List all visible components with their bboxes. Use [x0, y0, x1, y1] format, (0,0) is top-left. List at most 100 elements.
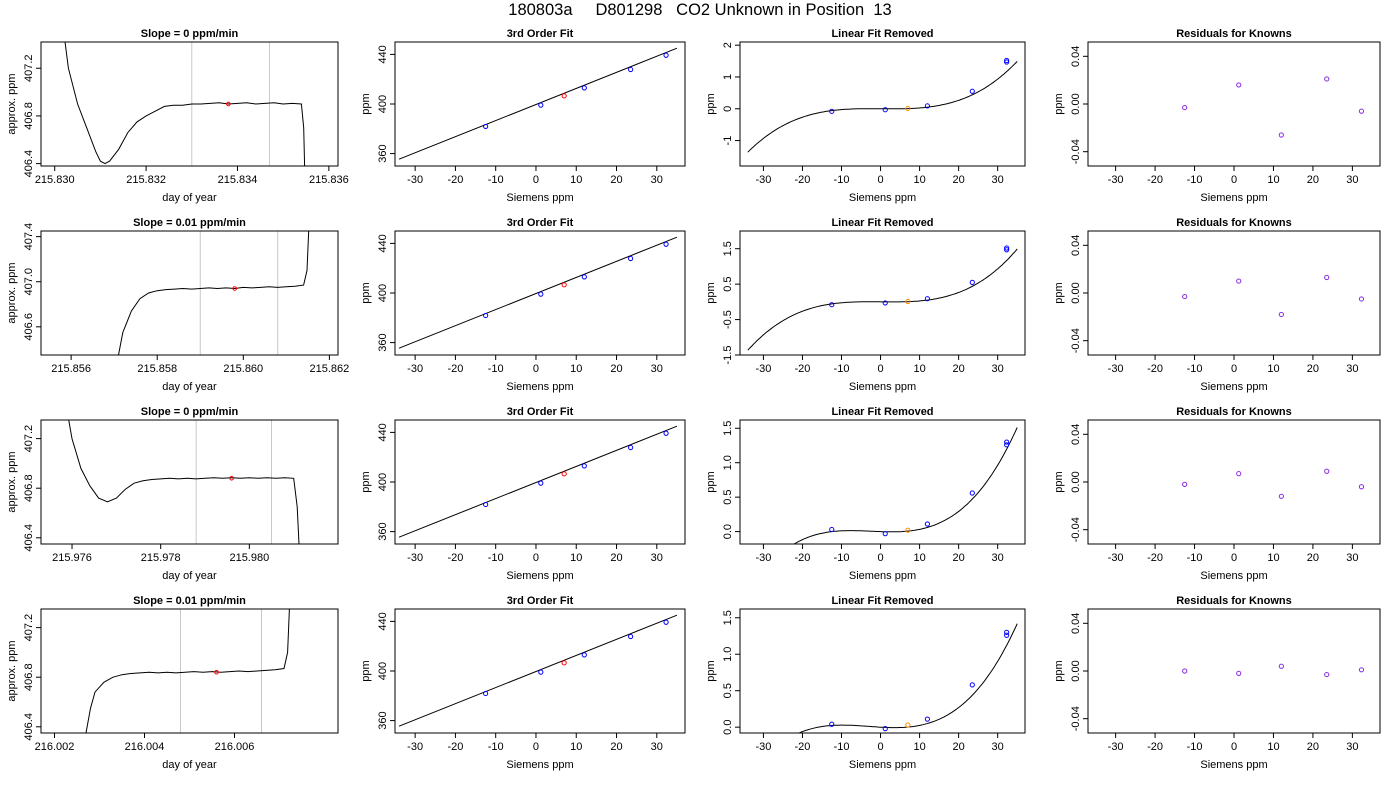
x-axis-label: Siemens ppm	[1200, 381, 1267, 393]
x-tick-label: 20	[953, 552, 965, 564]
known-point	[663, 619, 669, 625]
plot-frame	[1087, 419, 1381, 545]
y-axis-label: ppm	[1053, 471, 1065, 492]
known-point	[829, 526, 835, 533]
x-tick-label: 0	[877, 741, 883, 753]
x-tick-label: -30	[407, 363, 423, 375]
x-tick-label: -30	[1108, 363, 1124, 375]
panel-r1c3: Linear Fit Removed-30 -20 -10 0 10 20 30-1012S…	[705, 28, 1026, 204]
panel-title: Linear Fit Removed	[831, 217, 933, 229]
panel-r2c3: Linear Fit Removed -30 -20 -10 0 10 20 30 -1.5 -0…	[705, 217, 1026, 393]
plot-area	[398, 236, 678, 349]
panel-title: 3rd Order Fit	[507, 28, 574, 40]
y-tick-label: 1.0	[722, 647, 734, 662]
known-point	[581, 463, 587, 469]
y-tick-label: 1.5	[722, 241, 734, 256]
x-tick-label: 0	[1231, 552, 1237, 564]
plot-area	[793, 427, 1018, 544]
x-tick-label: 30	[1346, 363, 1358, 375]
plot-frame	[40, 419, 339, 545]
x-tick-label: 30	[1346, 174, 1358, 186]
x-axis-label: Siemens ppm	[849, 381, 916, 393]
x-tick-label: -20	[447, 363, 463, 375]
y-tick-label: 406.8	[23, 102, 35, 130]
plot-frame	[1087, 608, 1381, 734]
unknown-point	[561, 282, 567, 288]
plot-frame	[394, 608, 686, 734]
known-point	[663, 430, 669, 436]
x-tick-label: 10	[1267, 741, 1279, 753]
residual-point	[1324, 468, 1330, 474]
y-tick-label: 406.4	[23, 150, 35, 178]
x-axis-label: Siemens ppm	[506, 381, 573, 393]
panel-title: 3rd Order Fit	[507, 217, 574, 229]
known-point	[1004, 439, 1010, 445]
x-tick-label: -20	[447, 552, 463, 564]
known-point	[663, 52, 669, 58]
x-tick-label: 0	[1231, 741, 1237, 753]
x-tick-label: 20	[610, 552, 622, 564]
x-tick-label: -10	[1187, 363, 1203, 375]
y-tick-label: -0.04	[1070, 517, 1082, 542]
x-tick-label: -10	[1187, 174, 1203, 186]
x-tick-label: 0	[1231, 363, 1237, 375]
x-tick-label: 30	[651, 174, 663, 186]
y-tick-label: 406.8	[23, 474, 35, 502]
y-tick-label: 0.04	[1070, 424, 1082, 445]
x-tick-label: 10	[570, 174, 582, 186]
plot-area	[398, 47, 678, 160]
x-tick-label: -20	[795, 363, 811, 375]
known-point	[628, 255, 634, 262]
x-tick-label: 20	[953, 174, 965, 186]
fit-line	[398, 425, 678, 538]
y-tick-label: 0.5	[722, 490, 734, 505]
known-point	[628, 66, 634, 73]
x-axis-label: Siemens ppm	[506, 570, 573, 582]
y-tick-label: 0	[722, 106, 734, 112]
x-tick-label: 216.002	[35, 741, 75, 753]
y-axis-label: ppm	[705, 471, 717, 492]
known-point	[829, 721, 835, 727]
x-tick-label: 215.976	[52, 552, 92, 564]
x-tick-label: -10	[834, 174, 850, 186]
y-axis-label: approx. ppm	[6, 73, 18, 134]
plot-area	[398, 425, 678, 538]
y-axis-label: ppm	[705, 93, 717, 114]
plot-frame	[40, 608, 339, 734]
panel-title: Slope = 0.01 ppm/min	[133, 217, 246, 229]
y-tick-label: 400	[377, 95, 389, 113]
y-tick-label: 0.00	[1070, 660, 1082, 681]
y-tick-label: -1	[722, 136, 734, 146]
time-series-trace	[64, 42, 306, 166]
panel-r1c1: Slope = 0 ppm/min 215.830 215.832 215.834 21…	[6, 28, 349, 204]
x-tick-label: 215.834	[218, 174, 258, 186]
cubic-curve	[797, 623, 1018, 733]
panel-title: Residuals for Knowns	[1176, 217, 1292, 229]
x-tick-label: -30	[755, 174, 771, 186]
x-axis-label: Siemens ppm	[849, 570, 916, 582]
known-point	[1004, 245, 1010, 251]
y-tick-label: 360	[377, 711, 389, 729]
known-point	[538, 480, 544, 486]
x-tick-label: -20	[447, 174, 463, 186]
unknown-point	[905, 298, 911, 305]
panel-title: 3rd Order Fit	[507, 406, 574, 418]
y-tick-label: 440	[377, 234, 389, 252]
residual-point	[1182, 293, 1188, 300]
known-point	[483, 312, 489, 319]
panel-r4c4: Residuals for Knowns -30 -20 -10 0 10 20 30 -0.0…	[1053, 595, 1381, 771]
y-tick-label: 400	[377, 662, 389, 680]
sample-point	[214, 669, 219, 675]
x-axis-label: day of year	[162, 759, 217, 771]
known-point	[1004, 629, 1010, 635]
known-point	[882, 531, 888, 537]
y-tick-label: -0.04	[1070, 139, 1082, 164]
y-tick-label: 2	[722, 42, 734, 48]
y-tick-label: 1.5	[722, 421, 734, 436]
x-tick-label: 0	[1231, 174, 1237, 186]
y-axis-label: ppm	[1053, 282, 1065, 303]
y-tick-label: -0.5	[722, 310, 734, 329]
x-tick-label: 0	[877, 174, 883, 186]
known-point	[663, 241, 669, 247]
plot-frame	[1087, 41, 1381, 167]
